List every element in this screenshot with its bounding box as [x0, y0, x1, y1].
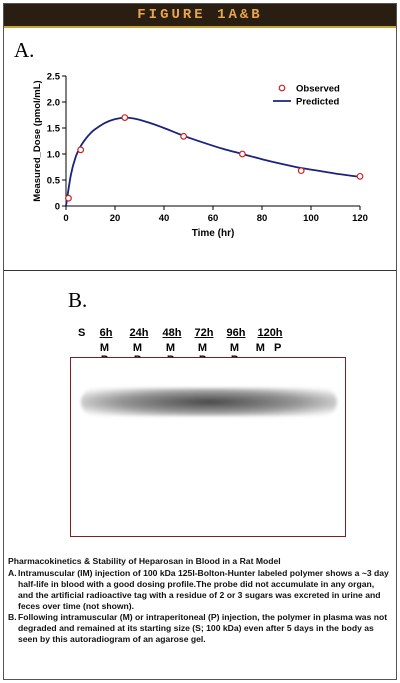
observed-point — [121, 114, 129, 121]
y-tick-label: 1.5 — [47, 124, 61, 135]
lane-time-label: 48h — [162, 327, 182, 339]
gel-autoradiogram — [70, 357, 346, 537]
figure-title: FIGURE 1A&B — [137, 7, 263, 23]
caption-item-a: A. Intramuscular (IM) injection of 100 k… — [8, 568, 390, 612]
y-tick-label: 0 — [55, 202, 60, 213]
figure-caption: Pharmacokinetics & Stability of Heparosa… — [8, 556, 390, 645]
gel-lane-labels: S 6h M P 24h M P 48h M P 72h M P 96h M P… — [78, 325, 378, 366]
predicted-line — [65, 116, 361, 207]
observed-point — [180, 132, 188, 140]
y-tick-label: 1.0 — [47, 150, 60, 161]
figure-banner: FIGURE 1A&B — [4, 4, 396, 26]
lane-group: 120h M P — [254, 327, 286, 354]
lane-time-label: 96h — [226, 327, 246, 339]
caption-item-text: Following intramuscular (M) or intraperi… — [18, 612, 388, 644]
lane-mp-label: M P — [255, 342, 285, 354]
y-tick-label: 2.0 — [47, 98, 60, 109]
x-axis-label: Time (hr) — [192, 228, 235, 239]
observed-point — [297, 167, 305, 175]
lane-label-standard: S — [78, 327, 86, 339]
observed-point — [356, 172, 364, 180]
observed-point — [77, 146, 85, 154]
panel-b-label: B. — [68, 288, 88, 312]
x-tick-label: 80 — [257, 213, 268, 224]
x-tick-label: 120 — [352, 213, 368, 224]
banner-rule — [4, 26, 396, 28]
x-tick-label: 60 — [208, 213, 219, 224]
panel-divider — [4, 270, 396, 271]
observed-point — [65, 194, 72, 202]
y-tick-label: 0.5 — [47, 176, 61, 187]
figure-frame — [3, 3, 397, 680]
caption-item-b: B. Following intramuscular (M) or intrap… — [8, 612, 390, 645]
lane-time-label: 24h — [129, 327, 149, 339]
panel-a-label: A. — [14, 38, 35, 62]
x-tick-label: 0 — [63, 213, 68, 224]
x-tick-label: 40 — [159, 213, 170, 224]
y-axis-label: Measured_Dose (pmol/mL) — [32, 80, 43, 201]
caption-item-letter: A. — [8, 568, 17, 578]
x-tick-label: 100 — [303, 213, 319, 224]
legend-observed-marker — [278, 84, 286, 92]
pk-chart: 0 0.5 1.0 1.5 2.0 2.5 0 20 40 60 80 100 120 Time (hr)… — [32, 72, 368, 240]
caption-item-letter: B. — [8, 612, 17, 622]
lane-time-label: 72h — [194, 327, 214, 339]
caption-title: Pharmacokinetics & Stability of Heparosa… — [8, 556, 281, 566]
lane-time-label: 120h — [257, 327, 283, 339]
caption-item-text: Intramuscular (IM) injection of 100 kDa … — [18, 568, 389, 611]
y-tick-label: 2.5 — [47, 72, 61, 83]
legend-predicted-label: Predicted — [296, 97, 339, 108]
gel-band — [81, 388, 337, 416]
observed-point — [238, 150, 246, 158]
lane-time-label: 6h — [99, 327, 113, 339]
x-tick-label: 20 — [110, 213, 121, 224]
legend-observed-label: Observed — [296, 84, 340, 95]
